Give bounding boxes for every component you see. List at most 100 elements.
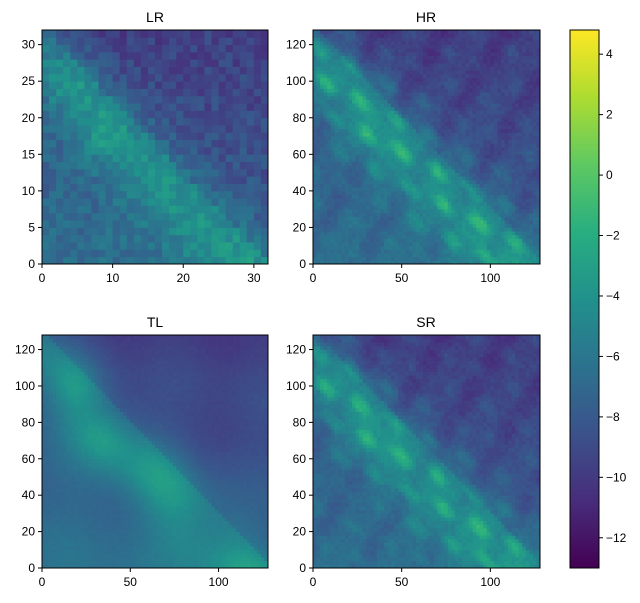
heatmap-cell xyxy=(497,48,502,53)
heatmap-cell xyxy=(493,125,498,130)
heatmap-cell xyxy=(155,139,163,148)
heatmap-cell xyxy=(394,179,399,184)
heatmap-cell xyxy=(490,260,495,265)
heatmap-cell xyxy=(105,183,114,192)
heatmap-cell xyxy=(359,110,364,115)
heatmap-cell xyxy=(140,154,149,163)
heatmap-cell xyxy=(394,209,399,214)
heatmap-cell xyxy=(444,245,449,250)
heatmap-cell xyxy=(77,242,85,250)
heatmap-cell xyxy=(536,139,541,144)
heatmap-cell xyxy=(327,172,332,177)
heatmap-cell xyxy=(323,70,328,75)
heatmap-cell xyxy=(91,30,99,38)
heatmap-cell xyxy=(437,220,442,225)
heatmap-cell xyxy=(391,183,395,188)
heatmap-cell xyxy=(355,198,360,203)
heatmap-cell xyxy=(444,117,449,122)
heatmap-cell xyxy=(218,234,227,243)
heatmap-cell xyxy=(70,81,78,89)
heatmap-cell xyxy=(323,198,328,203)
heatmap-cell xyxy=(155,117,163,126)
heatmap-cell xyxy=(362,136,367,141)
heatmap-cell xyxy=(504,249,509,254)
heatmap-cell xyxy=(465,194,470,199)
heatmap-cell xyxy=(105,51,114,60)
heatmap-cell xyxy=(341,168,346,173)
heatmap-cell xyxy=(316,139,321,144)
heatmap-cell xyxy=(239,81,248,89)
heatmap-cell xyxy=(190,81,198,89)
heatmap-cell xyxy=(472,62,477,67)
heatmap-cell xyxy=(352,216,356,221)
heatmap-cell xyxy=(405,103,410,108)
heatmap-cell xyxy=(461,92,466,97)
heatmap-cell xyxy=(334,77,339,82)
heatmap-cell xyxy=(476,231,481,236)
heatmap-cell xyxy=(183,110,191,119)
heatmap-cell xyxy=(316,234,321,239)
heatmap-cell xyxy=(313,227,317,232)
heatmap-cell xyxy=(437,136,442,141)
heatmap-cell xyxy=(444,157,449,163)
heatmap-cell xyxy=(373,179,378,184)
heatmap-cell xyxy=(408,117,413,122)
heatmap-cell xyxy=(529,51,534,56)
heatmap-cell xyxy=(483,161,488,166)
heatmap-cell xyxy=(140,139,149,148)
heatmap-cell xyxy=(426,205,431,210)
heatmap-cell xyxy=(525,190,530,195)
heatmap-cell xyxy=(504,125,509,130)
heatmap-cell xyxy=(352,88,356,93)
heatmap-cell xyxy=(529,143,534,148)
heatmap-cell xyxy=(398,92,403,97)
heatmap-cell xyxy=(387,66,392,71)
heatmap-cell xyxy=(316,128,321,133)
heatmap-cell xyxy=(476,220,481,225)
heatmap-cell xyxy=(380,44,385,49)
heatmap-cell xyxy=(169,73,177,82)
heatmap-cell xyxy=(504,150,509,155)
heatmap-cell xyxy=(469,59,474,64)
heatmap-cell xyxy=(493,103,498,108)
heatmap-cell xyxy=(147,110,156,119)
heatmap-cell xyxy=(183,95,191,104)
heatmap-cell xyxy=(461,161,466,166)
heatmap-cell xyxy=(504,48,509,53)
heatmap-cell xyxy=(437,253,442,258)
heatmap-hr xyxy=(313,30,541,265)
heatmap-cell xyxy=(369,117,374,122)
heatmap-cell xyxy=(369,110,374,115)
heatmap-cell xyxy=(430,198,434,203)
heatmap-cell xyxy=(320,212,325,217)
heatmap-cell xyxy=(155,51,163,60)
heatmap-cell xyxy=(176,125,184,133)
heatmap-cell xyxy=(476,161,481,166)
heatmap-cell xyxy=(239,132,248,141)
heatmap-cell xyxy=(433,95,438,100)
heatmap-cell xyxy=(313,121,317,126)
heatmap-cell xyxy=(405,231,410,236)
heatmap-cell xyxy=(422,88,427,93)
heatmap-cell xyxy=(415,77,420,82)
heatmap-cell xyxy=(84,37,92,46)
heatmap-cell xyxy=(232,66,241,75)
heatmap-cell xyxy=(323,139,328,144)
heatmap-cell xyxy=(376,194,381,199)
heatmap-cell xyxy=(536,249,541,254)
heatmap-cell xyxy=(483,62,488,67)
heatmap-cell xyxy=(369,48,374,53)
heatmap-cell xyxy=(493,220,498,225)
heatmap-cell xyxy=(49,205,57,214)
heatmap-cell xyxy=(412,154,417,159)
heatmap-cell xyxy=(341,114,346,119)
heatmap-cell xyxy=(401,165,406,170)
heatmap-cell xyxy=(105,117,114,126)
heatmap-cell xyxy=(327,249,332,254)
heatmap-cell xyxy=(490,81,495,86)
heatmap-cell xyxy=(490,227,495,232)
heatmap-cell xyxy=(218,190,227,199)
heatmap-cell xyxy=(105,242,114,250)
heatmap-cell xyxy=(362,48,367,53)
heatmap-cell xyxy=(447,70,452,75)
